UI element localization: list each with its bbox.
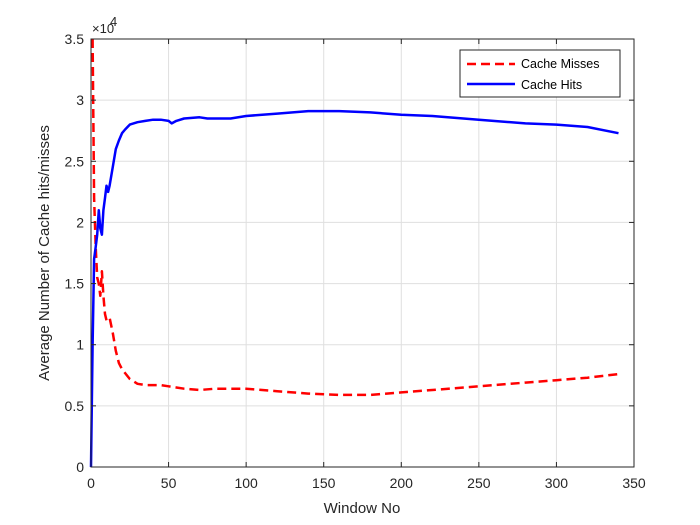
x-tick-label: 50 xyxy=(161,475,177,491)
legend-label-misses: Cache Misses xyxy=(521,57,600,71)
y-tick-label: 0.5 xyxy=(65,398,85,414)
x-tick-label: 350 xyxy=(622,475,646,491)
y-tick-label: 2 xyxy=(76,214,84,230)
x-tick-label: 300 xyxy=(545,475,569,491)
y-tick-label: 3.5 xyxy=(65,31,85,47)
series-layer xyxy=(89,38,619,468)
plot-frame xyxy=(90,38,635,468)
y-tick-label: 1.5 xyxy=(65,276,85,292)
legend: Cache Misses Cache Hits xyxy=(459,49,621,98)
series-line-cache-hits xyxy=(89,109,619,468)
legend-label-hits: Cache Hits xyxy=(521,78,582,92)
y-axis-label: Average Number of Cache hits/misses xyxy=(36,125,53,381)
y-tick-label: 2.5 xyxy=(65,153,85,169)
legend-box xyxy=(459,49,621,98)
series-line-cache-misses xyxy=(91,38,619,397)
plot-area xyxy=(91,39,634,467)
x-tick-label: 0 xyxy=(87,475,95,491)
ticks: 0 50 100 150 200 250 300 350 0 0.5 1 1.5 2 2.5 3 3.5 xyxy=(65,31,646,491)
x-tick-label: 250 xyxy=(467,475,491,491)
x-tick-label: 150 xyxy=(312,475,336,491)
x-axis-label: Window No xyxy=(324,500,401,517)
y-tick-label: 1 xyxy=(76,337,84,353)
y-tick-label: 3 xyxy=(76,92,84,108)
x-tick-label: 200 xyxy=(390,475,414,491)
y-exponent-power: 4 xyxy=(110,14,117,29)
x-tick-label: 100 xyxy=(234,475,258,491)
y-tick-label: 0 xyxy=(76,459,84,475)
y-exponent-base: ×10 xyxy=(92,21,114,36)
